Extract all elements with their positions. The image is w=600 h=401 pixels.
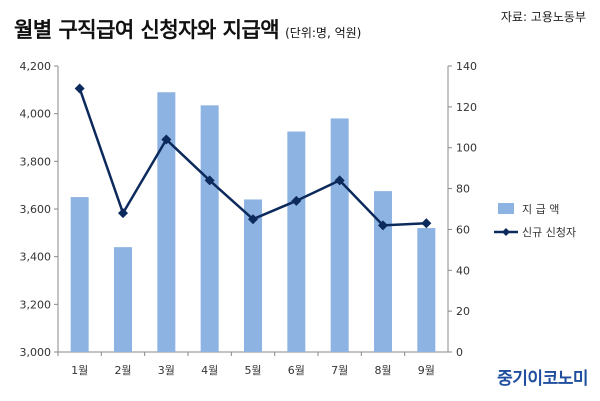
line-point-5 xyxy=(248,214,258,225)
line-point-9 xyxy=(421,218,432,229)
y-left-tick-label: 4,200 xyxy=(20,60,52,73)
y-right-tick-label: 0 xyxy=(456,346,463,359)
x-tick-label: 3월 xyxy=(158,364,175,377)
y-right-tick-label: 20 xyxy=(456,305,470,318)
y-right-tick-label: 40 xyxy=(456,264,470,277)
source-note: 자료: 고용노동부 xyxy=(500,10,586,24)
bar-7 xyxy=(330,118,349,352)
y-left-tick-label: 3,200 xyxy=(20,298,52,311)
y-left-tick-label: 3,400 xyxy=(20,251,52,264)
line-point-7 xyxy=(334,175,345,186)
x-tick-label: 9월 xyxy=(418,364,435,377)
x-tick-label: 6월 xyxy=(288,364,305,377)
bar-4 xyxy=(200,105,219,352)
line-point-4 xyxy=(204,175,215,186)
line-point-3 xyxy=(161,134,172,145)
legend-bar-label: 지 급 액 xyxy=(522,203,559,216)
chart-title-text: 월별 구직급여 신청자와 지급액 xyxy=(14,18,280,42)
bar-2 xyxy=(114,247,132,352)
x-tick-label: 5월 xyxy=(244,364,261,377)
bar-6 xyxy=(287,131,306,352)
bar-8 xyxy=(374,191,392,352)
y-left-tick-label: 3,000 xyxy=(20,346,52,359)
bar-3 xyxy=(157,92,176,352)
bar-5 xyxy=(244,199,262,352)
x-tick-label: 1월 xyxy=(71,364,88,377)
y-right-tick-label: 60 xyxy=(456,223,470,236)
bar-9 xyxy=(417,228,436,352)
y-left-tick-label: 3,800 xyxy=(20,155,52,168)
y-left-tick-label: 3,600 xyxy=(20,203,52,216)
y-right-tick-label: 120 xyxy=(456,101,477,114)
chart-title: 월별 구직급여 신청자와 지급액 (단위:명, 억원) xyxy=(14,14,361,44)
line-point-6 xyxy=(291,195,302,206)
x-tick-label: 8월 xyxy=(374,364,391,377)
y-right-tick-label: 80 xyxy=(456,183,470,196)
unit-note: (단위:명, 억원) xyxy=(285,26,362,40)
y-left-tick-label: 4,000 xyxy=(20,108,52,121)
line-point-8 xyxy=(378,220,388,231)
bar-1 xyxy=(70,197,89,352)
publisher-logo: 중기이코노미 xyxy=(497,369,588,389)
x-tick-label: 7월 xyxy=(331,364,348,377)
y-right-tick-label: 140 xyxy=(456,60,477,73)
x-tick-label: 2월 xyxy=(114,364,131,377)
y-right-tick-label: 100 xyxy=(456,142,477,155)
x-tick-label: 4월 xyxy=(201,364,218,377)
legend-bar-swatch xyxy=(498,203,514,214)
legend-line-label: 신규 신청자 xyxy=(522,226,576,239)
line-point-1 xyxy=(74,83,85,94)
line-point-2 xyxy=(118,208,128,219)
legend-line-marker xyxy=(502,228,510,236)
